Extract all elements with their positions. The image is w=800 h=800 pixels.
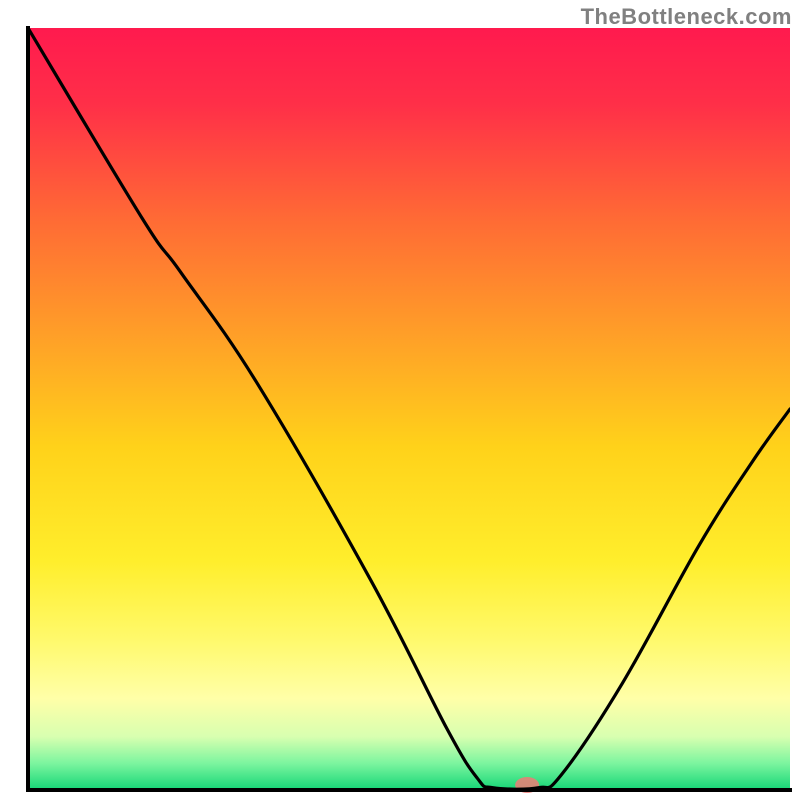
bottleneck-chart [0,0,800,800]
watermark-text: TheBottleneck.com [581,4,792,30]
gradient-background [28,28,790,790]
chart-container: TheBottleneck.com [0,0,800,800]
